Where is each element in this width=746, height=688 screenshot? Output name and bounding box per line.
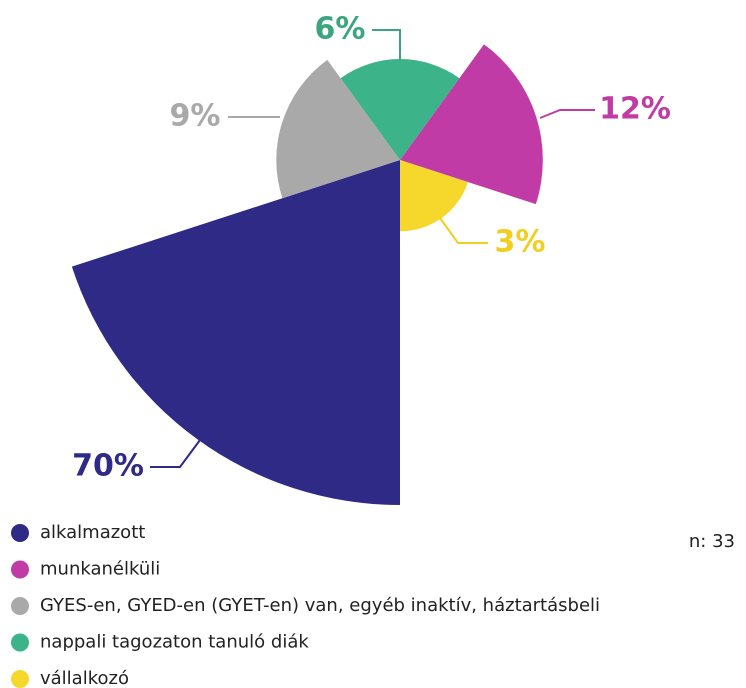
legend-label: munkanélküli — [40, 559, 160, 580]
legend-swatch — [11, 670, 29, 688]
slice — [400, 160, 468, 232]
legend-label: vállalkozó — [40, 668, 129, 688]
legend-label: GYES-en, GYED-en (GYET-en) van, egyéb in… — [40, 595, 600, 616]
slice — [71, 160, 400, 505]
legend-swatch — [11, 524, 29, 542]
sample-size: n: 33 — [689, 531, 735, 552]
leader-line — [439, 217, 488, 244]
value-label: 9% — [170, 99, 221, 134]
legend-swatch — [11, 560, 29, 579]
slice — [276, 59, 400, 199]
legend-swatch — [11, 633, 29, 652]
slice — [340, 58, 460, 161]
value-label: 3% — [495, 225, 546, 260]
value-label: 12% — [599, 92, 671, 127]
value-label: 6% — [315, 12, 366, 47]
legend-label: alkalmazott — [40, 522, 145, 543]
leader-line — [372, 29, 401, 60]
value-label: 70% — [72, 449, 144, 484]
legend-label: nappali tagozaton tanuló diák — [40, 632, 309, 653]
leader-line — [539, 109, 595, 119]
legend-swatch — [11, 597, 29, 615]
slice — [400, 44, 543, 205]
leader-line — [150, 439, 201, 468]
